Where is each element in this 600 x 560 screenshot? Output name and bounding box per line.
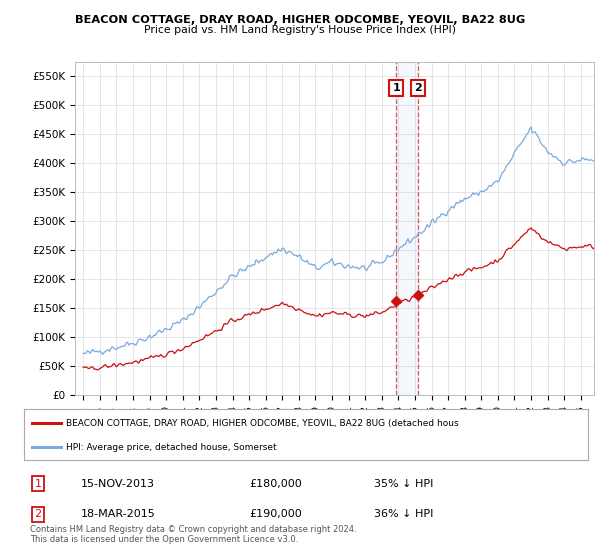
Text: 1: 1 [35,479,41,489]
Text: 18-MAR-2015: 18-MAR-2015 [80,509,155,519]
Text: 36% ↓ HPI: 36% ↓ HPI [374,509,433,519]
Text: Contains HM Land Registry data © Crown copyright and database right 2024.
This d: Contains HM Land Registry data © Crown c… [29,525,356,544]
Text: Price paid vs. HM Land Registry's House Price Index (HPI): Price paid vs. HM Land Registry's House … [144,25,456,35]
Text: BEACON COTTAGE, DRAY ROAD, HIGHER ODCOMBE, YEOVIL, BA22 8UG: BEACON COTTAGE, DRAY ROAD, HIGHER ODCOMB… [75,15,525,25]
Text: BEACON COTTAGE, DRAY ROAD, HIGHER ODCOMBE, YEOVIL, BA22 8UG (detached hous: BEACON COTTAGE, DRAY ROAD, HIGHER ODCOMB… [66,419,459,428]
Text: 1: 1 [392,83,400,92]
Text: 2: 2 [35,509,41,519]
Text: 2: 2 [415,83,422,92]
Bar [396,62,418,395]
Text: £190,000: £190,000 [250,509,302,519]
Text: £180,000: £180,000 [250,479,302,489]
Text: HPI: Average price, detached house, Somerset: HPI: Average price, detached house, Some… [66,443,277,452]
Text: 15-NOV-2013: 15-NOV-2013 [80,479,154,489]
Text: 35% ↓ HPI: 35% ↓ HPI [374,479,433,489]
